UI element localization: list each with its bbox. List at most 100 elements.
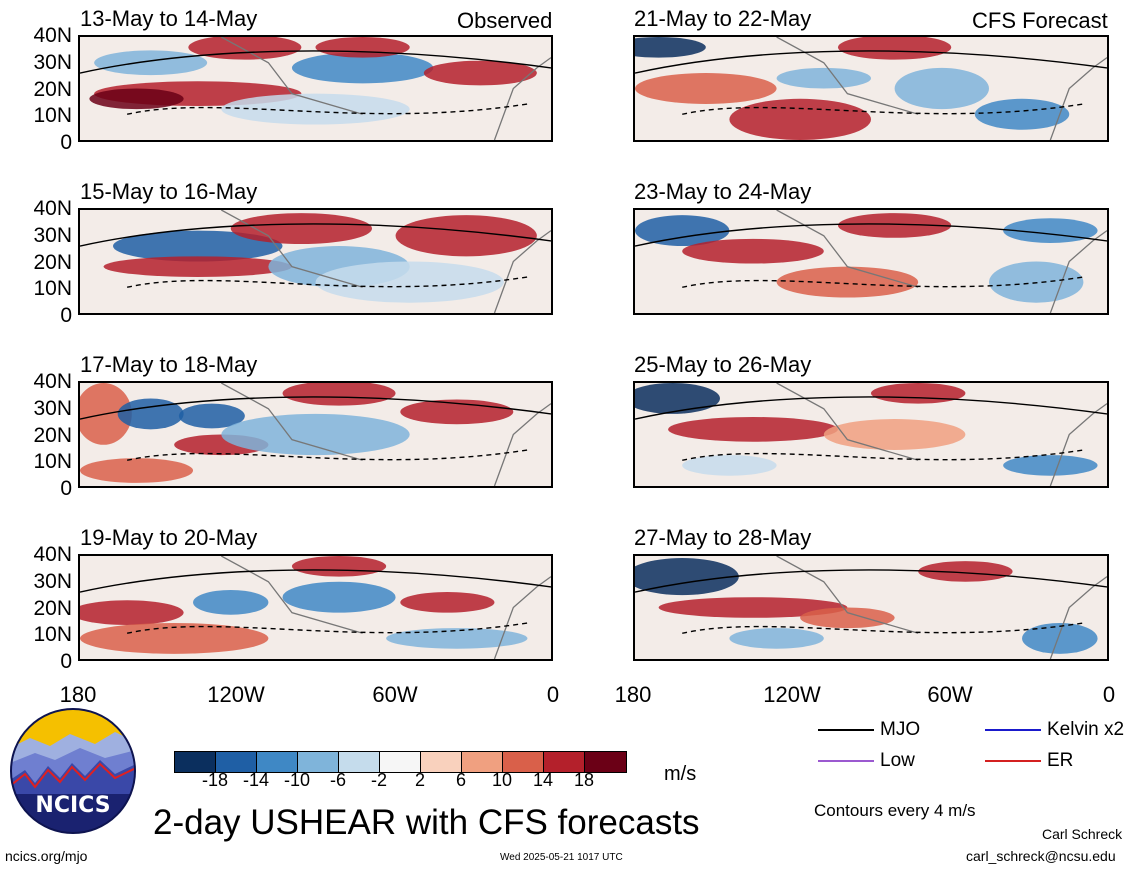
anomaly-blob [1003,455,1098,476]
map-panel-6 [633,208,1109,315]
mjo-contour-negative [126,622,528,634]
anomaly-blob [282,581,396,613]
panel-title-7: 25-May to 26-May [634,352,812,377]
panel-title-3: 17-May to 18-May [80,352,258,377]
mjo-contour [635,223,1107,247]
coastline [220,210,551,313]
mjo-contour-negative [126,103,528,115]
shear-anomaly-field [80,556,551,659]
anomaly-blob [193,589,269,615]
x-tick-120w-left: 120W [207,682,265,707]
anomaly-blob [729,98,871,140]
anomaly-blob [800,607,895,629]
x-tick-0-left: 0 [546,682,560,707]
y-tick-label: 30N [33,569,72,593]
anomaly-blob [282,383,396,406]
anomaly-blob [386,628,528,649]
anomaly-blob [315,37,410,58]
panel-title-1: 13-May to 14-May [80,6,258,31]
x-tick-180-left: 180 [59,682,97,707]
x-tick-180-right: 180 [614,682,652,707]
colorbar-tick-label: 6 [455,770,467,790]
anomaly-blob [178,403,245,429]
shear-anomaly-field [80,37,551,140]
y-tick-label: 0 [60,304,72,327]
map-panel-2 [78,208,553,315]
mjo-contour [80,50,551,74]
anomaly-blob [315,261,504,303]
anomaly-blob [423,60,537,86]
colorbar-tick-label: -18 [201,770,229,790]
y-tick-label: 10N [33,104,72,128]
author-email: carl_schreck@ncsu.edu [966,848,1116,864]
map-panel-7 [633,381,1109,488]
y-tick-label: 30N [33,50,72,74]
y-tick-label: 10N [33,277,72,301]
panel-title-6: 23-May to 24-May [634,179,812,204]
colorbar-swatch [503,752,544,772]
shear-anomaly-field [635,37,1107,140]
colorbar-swatch [216,752,257,772]
mjo-contour [80,396,551,420]
anomaly-blob [776,266,919,298]
colorbar-swatch [585,752,626,772]
mjo-contour-negative [682,103,1084,115]
anomaly-blob [94,50,208,76]
anomaly-blob [682,238,824,264]
colorbar-swatch [380,752,421,772]
anomaly-blob [112,230,283,262]
kelvin-legend-label: Kelvin x2 [1047,719,1125,740]
panel-title-4: 19-May to 20-May [80,525,258,550]
anomaly-blob [230,213,373,244]
panel-title-8: 27-May to 28-May [634,525,812,550]
colorbar-swatch [339,752,380,772]
colorbar-tick-label: -6 [329,770,347,790]
anomaly-blob [395,215,537,257]
mjo-contour [80,223,551,247]
anomaly-blob [635,558,739,596]
panel-title-5: 21-May to 22-May [634,6,812,31]
x-tick-0-right: 0 [1102,682,1116,707]
y-tick-label: 20N [33,77,72,101]
x-tick-60w-left: 60W [372,682,418,707]
anomaly-blob [80,622,269,654]
y-tick-label: 30N [33,223,72,247]
colorbar-tick-label: -2 [370,770,388,790]
anomaly-blob [776,67,871,89]
shear-anomaly-field [635,210,1107,313]
anomaly-blob [291,556,387,577]
low-legend-line [818,760,874,762]
coastline [220,37,551,140]
anomaly-blob [871,383,966,404]
y-tick-label: 10N [33,623,72,647]
shear-anomaly-field [80,383,551,486]
units-label: m/s [664,763,697,785]
y-tick-label: 40N [33,24,72,47]
coastline [220,383,551,486]
y-tick-label: 40N [33,370,72,393]
x-tick-120w-right: 120W [763,682,821,707]
mjo-contour [635,396,1107,420]
map-panel-5 [633,35,1109,142]
anomaly-blob [668,416,838,442]
y-tick-label: 20N [33,596,72,620]
colorbar-tick-label: -14 [242,770,270,790]
kelvin-legend-line [985,729,1041,731]
anomaly-blob [635,37,706,58]
map-panel-1 [78,35,553,142]
observed-label: Observed [457,8,553,33]
coastline [220,556,551,659]
anomaly-blob [635,73,777,104]
anomaly-blob [658,597,848,618]
anomaly-blob [974,98,1070,130]
colorbar-swatch [175,752,216,772]
mjo-contour-negative [682,622,1084,634]
cfs-forecast-label: CFS Forecast [972,8,1108,33]
anomaly-blob [635,383,720,414]
colorbar-tick-label: 18 [573,770,595,790]
colorbar-tick-label: -10 [283,770,311,790]
colorbar-tick-label: 14 [532,770,554,790]
coastline [776,556,1107,659]
mjo-contour-negative [682,449,1084,461]
map-panel-8 [633,554,1109,661]
